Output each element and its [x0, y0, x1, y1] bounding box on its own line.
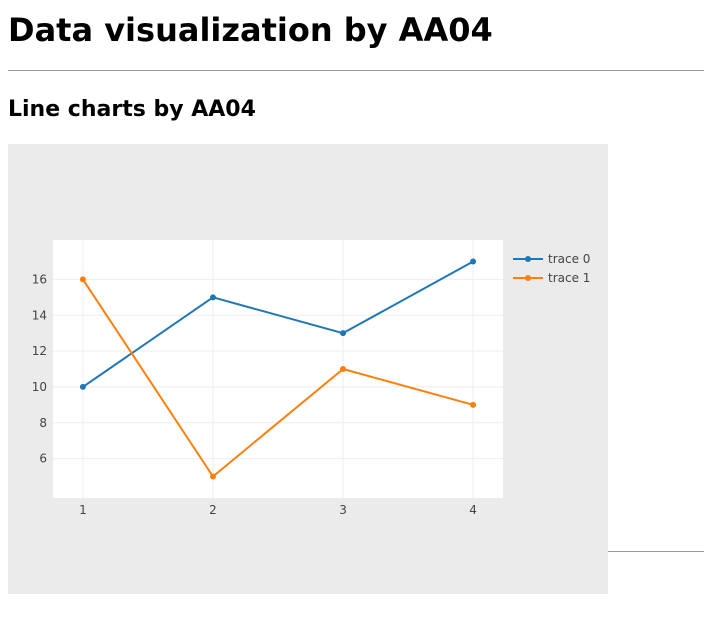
data-point[interactable] [470, 258, 477, 265]
y-tick-label: 12 [32, 344, 47, 358]
data-point[interactable] [340, 330, 347, 337]
data-point[interactable] [340, 366, 347, 372]
x-tick-label: 4 [469, 503, 477, 517]
section-title: Line charts by AA04 [8, 97, 256, 122]
data-point[interactable] [470, 401, 477, 408]
plot-area[interactable] [53, 240, 503, 498]
x-tick-label: 2 [209, 503, 217, 517]
legend-marker [525, 256, 531, 262]
legend-label: trace 1 [548, 271, 590, 285]
legend-item[interactable]: trace 0 [513, 252, 590, 266]
legend[interactable]: trace 0 trace 1 [513, 252, 590, 285]
legend-item[interactable]: trace 1 [513, 271, 590, 285]
y-tick-label: 6 [39, 452, 47, 466]
legend-marker [525, 275, 531, 281]
series-layer [79, 258, 477, 480]
series-0 [79, 258, 477, 390]
x-tick-label: 1 [79, 503, 87, 517]
page-title: Data visualization by AA04 [8, 11, 493, 49]
series-1 [79, 276, 477, 480]
series-line [82, 278, 474, 478]
data-point[interactable] [209, 294, 216, 301]
top-divider [8, 70, 704, 71]
y-tick-label: 8 [39, 416, 47, 430]
data-point[interactable] [79, 383, 86, 390]
grid-lines [53, 240, 503, 498]
data-point[interactable] [209, 473, 216, 480]
y-tick-label: 14 [32, 308, 47, 322]
y-axis-ticks: 6 8 10 12 14 16 [32, 272, 47, 465]
series-line [82, 260, 474, 388]
y-tick-label: 16 [32, 272, 47, 286]
y-tick-label: 10 [32, 380, 47, 394]
data-point[interactable] [79, 276, 86, 283]
x-tick-label: 3 [339, 503, 347, 517]
legend-label: trace 0 [548, 252, 590, 266]
x-axis-ticks: 1 2 3 4 [79, 503, 477, 517]
